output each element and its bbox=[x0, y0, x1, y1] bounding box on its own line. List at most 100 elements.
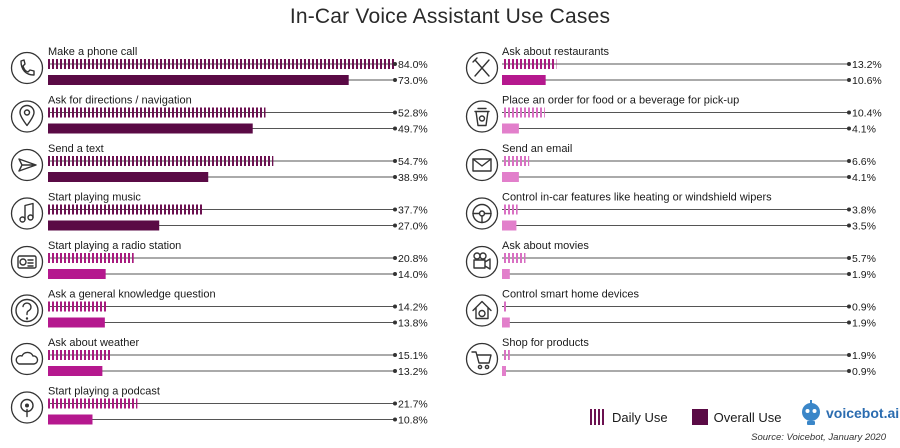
value-label-daily: 52.8% bbox=[398, 108, 428, 120]
overall-track-cap bbox=[393, 417, 397, 422]
overall-track-cap bbox=[393, 272, 397, 276]
bar-overall bbox=[48, 269, 106, 279]
bar-overall bbox=[48, 366, 103, 376]
bar-overall bbox=[502, 366, 506, 376]
bar-overall bbox=[502, 172, 519, 182]
home-dial bbox=[478, 309, 486, 318]
bar-daily bbox=[48, 59, 394, 69]
value-label-overall: 1.9% bbox=[852, 269, 876, 281]
bar-overall bbox=[48, 75, 349, 85]
legend-swatch-daily bbox=[590, 409, 606, 425]
phone-shape bbox=[20, 59, 35, 76]
daily-track-cap bbox=[847, 207, 851, 212]
value-label-overall: 13.8% bbox=[398, 318, 428, 330]
overall-track-cap bbox=[393, 320, 397, 325]
question-icon-ring bbox=[10, 294, 44, 327]
legend-swatch-overall bbox=[691, 409, 708, 425]
envelope-body bbox=[472, 158, 492, 172]
value-label-overall: 73.0% bbox=[398, 75, 428, 87]
utensils-shape bbox=[472, 57, 490, 77]
cup-logo bbox=[478, 115, 486, 122]
pin-dot bbox=[23, 109, 31, 116]
camera-body bbox=[473, 259, 486, 269]
cart-wheel-1 bbox=[477, 364, 483, 370]
category-label: Make a phone call bbox=[48, 46, 137, 58]
location-pin-icon bbox=[10, 100, 44, 133]
value-label-daily: 14.2% bbox=[398, 302, 428, 314]
category-label: Ask a general knowledge question bbox=[48, 289, 216, 301]
bar-daily bbox=[502, 156, 530, 166]
overall-track-cap bbox=[847, 223, 851, 228]
bar-daily bbox=[502, 301, 506, 312]
bar-overall bbox=[502, 123, 519, 134]
overall-track-cap bbox=[393, 78, 397, 82]
value-label-daily: 3.8% bbox=[852, 205, 876, 217]
bar-overall bbox=[48, 414, 93, 425]
coffee-cup-icon-ring bbox=[465, 100, 499, 133]
category-label: Start playing a podcast bbox=[48, 386, 160, 398]
category-label: Place an order for food or a beverage fo… bbox=[502, 95, 739, 107]
value-label-daily: 1.9% bbox=[852, 350, 876, 362]
music-note-icon bbox=[10, 197, 44, 230]
category-label: Ask about restaurants bbox=[502, 46, 610, 58]
cloud-icon bbox=[10, 342, 44, 376]
question-hook bbox=[22, 302, 32, 316]
value-label-overall: 3.5% bbox=[852, 221, 876, 233]
category-label: Shop for products bbox=[502, 337, 589, 349]
bar-overall bbox=[48, 172, 209, 182]
value-label-overall: 13.2% bbox=[398, 366, 428, 378]
bar-daily bbox=[48, 253, 134, 263]
daily-track-cap bbox=[393, 304, 397, 309]
bar-daily bbox=[502, 59, 557, 69]
bar-overall bbox=[502, 220, 517, 231]
reel-2 bbox=[479, 252, 487, 260]
category-label: Send an email bbox=[502, 143, 572, 155]
movie-camera-icon-ring bbox=[465, 245, 499, 279]
radio-speaker bbox=[19, 258, 27, 266]
radio-icon-ring bbox=[10, 245, 44, 279]
daily-track-cap bbox=[393, 207, 397, 212]
podcast-icon-ring bbox=[10, 391, 44, 424]
smart-home-icon-ring bbox=[465, 294, 499, 327]
daily-track-cap bbox=[393, 62, 397, 66]
overall-track-cap bbox=[847, 126, 851, 131]
overall-track-cap bbox=[847, 272, 851, 276]
daily-track-cap bbox=[393, 256, 397, 260]
wheel-hub bbox=[478, 210, 486, 217]
value-label-overall: 14.0% bbox=[398, 269, 428, 281]
phone-icon bbox=[10, 51, 44, 85]
bar-daily bbox=[502, 107, 545, 118]
value-label-daily: 13.2% bbox=[852, 59, 882, 71]
value-label-daily: 10.4% bbox=[852, 108, 882, 120]
value-label-daily: 5.7% bbox=[852, 253, 876, 265]
coffee-cup-icon bbox=[465, 100, 499, 133]
bar-daily bbox=[502, 350, 510, 360]
bar-overall bbox=[48, 317, 105, 328]
note-head-1 bbox=[19, 216, 26, 223]
location-pin-icon-ring bbox=[10, 100, 44, 133]
value-label-daily: 37.7% bbox=[398, 205, 428, 217]
cart-wheel-2 bbox=[484, 364, 490, 370]
note-stem bbox=[24, 202, 34, 221]
overall-track-cap bbox=[393, 369, 397, 373]
bar-overall bbox=[48, 123, 253, 134]
value-label-daily: 0.9% bbox=[852, 302, 876, 314]
overall-track-cap bbox=[847, 320, 851, 325]
utensils-icon bbox=[465, 51, 499, 85]
cloud-shape bbox=[15, 351, 39, 365]
send-icon bbox=[10, 148, 44, 182]
overall-track-cap bbox=[847, 175, 851, 179]
voicebot-logo: voicebot.ai bbox=[800, 400, 899, 426]
category-label: Ask about movies bbox=[502, 240, 589, 252]
overall-track-cap bbox=[847, 78, 851, 82]
source-note: Source: Voicebot, January 2020 bbox=[751, 432, 886, 443]
value-label-overall: 38.9% bbox=[398, 172, 428, 184]
shopping-cart-icon bbox=[465, 342, 499, 376]
overall-track-cap bbox=[393, 223, 397, 228]
value-label-overall: 1.9% bbox=[852, 318, 876, 330]
envelope-icon-ring bbox=[465, 148, 499, 182]
radio-lines bbox=[27, 259, 34, 267]
legend-label-overall: Overall Use bbox=[713, 409, 782, 425]
daily-track-cap bbox=[847, 110, 851, 115]
